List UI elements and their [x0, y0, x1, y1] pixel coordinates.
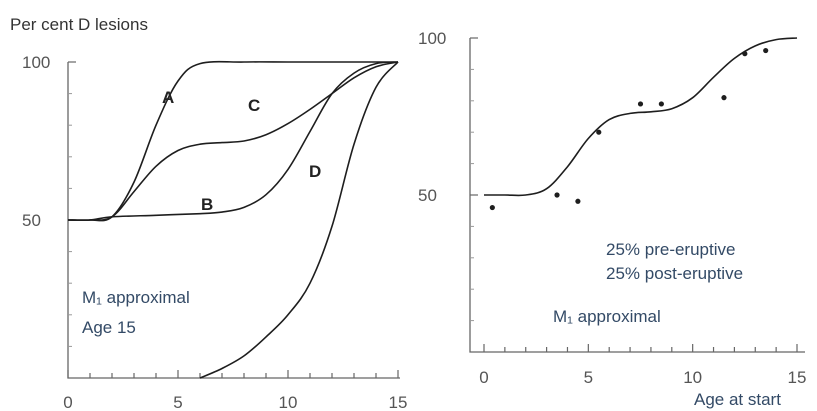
- right-chart: 0 5 10 15 50 100 25% pre-eruptive 25% post-er…: [418, 29, 806, 409]
- right-y-tick-label: 50: [418, 186, 437, 205]
- right-curves: [484, 37, 798, 211]
- left-annotation-tooth: M₁ approximal: [82, 288, 190, 307]
- observed-point: [721, 95, 727, 101]
- left-x-tick-label: 5: [173, 393, 182, 411]
- curve-d: [199, 61, 399, 379]
- observed-point: [742, 51, 748, 57]
- curve-c: [67, 61, 399, 222]
- curve-fitted: [484, 37, 798, 197]
- right-annotation-pre: 25% pre-eruptive: [606, 240, 735, 259]
- observed-point: [596, 129, 602, 135]
- observed-point: [489, 204, 495, 211]
- observed-point: [763, 47, 769, 54]
- left-annotation-age: Age 15: [82, 318, 136, 337]
- right-ticks: 0 5 10 15 50 100: [418, 29, 806, 387]
- curve-label-c: C: [248, 96, 260, 115]
- left-ticks: 0 5 10 15 50 100: [22, 53, 407, 411]
- right-x-tick-label: 0: [479, 368, 488, 387]
- right-x-axis-label: Age at start: [694, 390, 781, 409]
- observed-point: [575, 198, 581, 204]
- right-x-tick-label: 10: [683, 368, 702, 387]
- left-chart: Per cent D lesions 0 5 10 15 50 100 A C B D M…: [10, 15, 407, 411]
- observed-point: [554, 192, 560, 198]
- curve-label-b: B: [201, 195, 213, 214]
- right-x-tick-label: 5: [584, 368, 593, 387]
- left-curves: [67, 60, 399, 379]
- right-annotation-post: 25% post-eruptive: [606, 264, 743, 283]
- left-y-axis-label: Per cent D lesions: [10, 15, 148, 34]
- curve-label-a: A: [162, 88, 174, 107]
- curve-label-d: D: [309, 162, 321, 181]
- left-x-tick-label: 15: [389, 393, 408, 411]
- right-axes: [469, 38, 805, 353]
- left-y-tick-label: 100: [22, 53, 50, 72]
- right-x-tick-label: 15: [788, 368, 807, 387]
- left-x-tick-label: 0: [63, 393, 72, 411]
- observed-point: [637, 101, 644, 107]
- observed-point: [658, 101, 664, 107]
- curve-a: [67, 60, 398, 222]
- left-y-tick-label: 50: [22, 211, 41, 230]
- right-annotation-tooth: M₁ approximal: [553, 307, 661, 326]
- curve-b: [67, 61, 399, 222]
- right-y-tick-label: 100: [418, 29, 446, 48]
- left-x-tick-label: 10: [279, 393, 298, 411]
